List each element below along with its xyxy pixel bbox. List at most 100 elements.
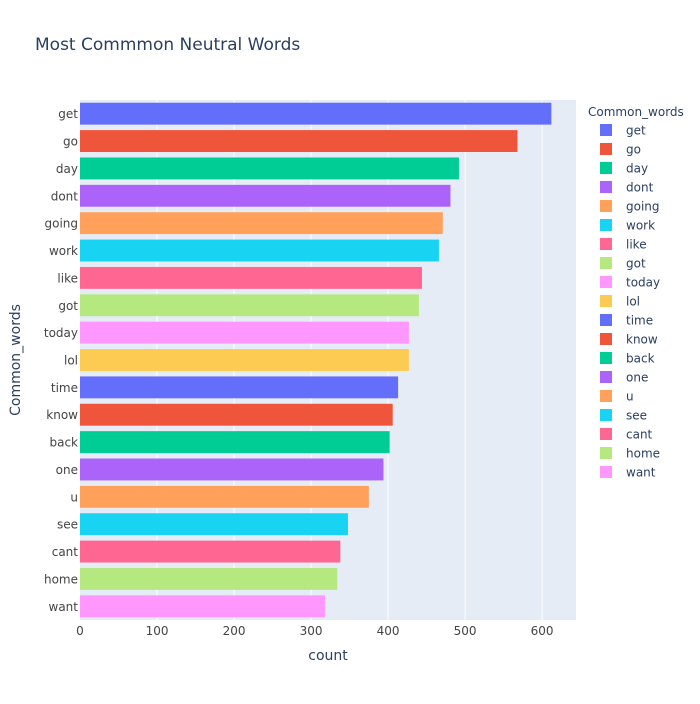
bar-go[interactable] <box>80 130 518 152</box>
legend-item-going[interactable]: going <box>600 200 660 214</box>
bar-see[interactable] <box>80 513 349 536</box>
legend-swatch <box>600 276 612 288</box>
legend-swatch <box>600 333 612 345</box>
legend-swatch <box>600 162 612 174</box>
x-tick-labels: 0 100 200 300 400 500 600 <box>76 624 553 638</box>
legend-swatch <box>600 200 612 212</box>
bar-want[interactable] <box>80 595 325 618</box>
x-tick-label: 300 <box>300 624 323 638</box>
legend-label: got <box>626 257 646 271</box>
y-axis-title: Common_words <box>8 304 24 416</box>
legend-label: see <box>626 409 647 423</box>
chart-title: Most Commmon Neutral Words <box>35 35 300 55</box>
y-tick-label: back <box>49 436 78 450</box>
y-tick-label: go <box>63 135 78 149</box>
legend-label: go <box>626 143 641 157</box>
legend-label: lol <box>626 295 640 309</box>
legend-label: work <box>626 219 655 233</box>
legend-item-like[interactable]: like <box>600 238 647 252</box>
legend-item-work[interactable]: work <box>600 219 655 233</box>
bar-going[interactable] <box>80 212 443 235</box>
legend-swatch <box>600 447 612 459</box>
legend-label: u <box>626 390 634 404</box>
legend-item-one[interactable]: one <box>600 371 648 385</box>
legend-label: cant <box>626 428 653 442</box>
bar-work[interactable] <box>80 239 439 262</box>
bar-know[interactable] <box>80 403 393 426</box>
x-axis-title: count <box>308 648 348 664</box>
legend-item-go[interactable]: go <box>600 143 641 157</box>
y-tick-label: u <box>70 490 78 504</box>
legend-swatch <box>600 428 612 440</box>
legend-label: day <box>626 162 648 176</box>
x-tick-label: 500 <box>454 624 477 638</box>
bar-one[interactable] <box>80 458 384 481</box>
legend-item-cant[interactable]: cant <box>600 428 653 442</box>
legend-item-back[interactable]: back <box>600 352 655 366</box>
legend-item-today[interactable]: today <box>600 276 660 290</box>
bar-home[interactable] <box>80 568 338 590</box>
bars[interactable] <box>80 102 552 618</box>
bar-time[interactable] <box>80 376 399 399</box>
legend-label: today <box>626 276 660 290</box>
legend-label: get <box>626 124 646 138</box>
y-tick-label: like <box>57 271 78 285</box>
legend-label: back <box>626 352 655 366</box>
legend-item-day[interactable]: day <box>600 162 648 176</box>
legend-swatch <box>600 219 612 231</box>
legend-label: home <box>626 447 660 461</box>
y-tick-label: today <box>44 326 78 340</box>
legend-item-want[interactable]: want <box>600 466 656 480</box>
legend-item-dont[interactable]: dont <box>600 181 654 195</box>
y-tick-label: know <box>46 408 78 422</box>
legend-label: know <box>626 333 658 347</box>
legend-swatch <box>600 371 612 383</box>
legend-item-u[interactable]: u <box>600 390 634 404</box>
legend-item-know[interactable]: know <box>600 333 658 347</box>
legend-label: dont <box>626 181 654 195</box>
legend-swatch <box>600 257 612 269</box>
legend-item-lol[interactable]: lol <box>600 295 640 309</box>
bar-like[interactable] <box>80 266 422 289</box>
bar-today[interactable] <box>80 321 409 344</box>
legend-swatch <box>600 352 612 364</box>
y-tick-label: lol <box>64 354 78 368</box>
bar-u[interactable] <box>80 485 369 508</box>
legend-swatch <box>600 238 612 250</box>
legend[interactable]: Common_words get go day dont going work like go… <box>588 105 684 480</box>
y-tick-label: going <box>44 217 78 231</box>
bar-got[interactable] <box>80 294 419 317</box>
y-tick-label: work <box>49 244 78 258</box>
legend-label: like <box>626 238 647 252</box>
y-tick-label: got <box>58 299 78 313</box>
legend-swatch <box>600 390 612 402</box>
bar-get[interactable] <box>80 102 552 125</box>
y-tick-label: dont <box>51 189 79 203</box>
y-tick-label: home <box>44 572 78 586</box>
x-tick-label: 600 <box>531 624 554 638</box>
legend-item-see[interactable]: see <box>600 409 647 423</box>
legend-item-got[interactable]: got <box>600 257 646 271</box>
bar-lol[interactable] <box>80 349 409 371</box>
legend-title: Common_words <box>588 105 684 119</box>
legend-item-home[interactable]: home <box>600 447 660 461</box>
legend-label: want <box>626 466 656 480</box>
legend-label: time <box>626 314 653 328</box>
legend-swatch <box>600 314 612 326</box>
bar-dont[interactable] <box>80 184 451 207</box>
legend-items[interactable]: get go day dont going work like got today lol time… <box>600 124 660 480</box>
bar-day[interactable] <box>80 157 459 180</box>
legend-item-get[interactable]: get <box>600 124 646 138</box>
legend-swatch <box>600 124 612 136</box>
legend-item-time[interactable]: time <box>600 314 653 328</box>
y-tick-label: one <box>56 463 78 477</box>
x-tick-label: 400 <box>377 624 400 638</box>
x-tick-label: 200 <box>223 624 246 638</box>
y-tick-label: get <box>58 107 78 121</box>
x-tick-label: 100 <box>146 624 169 638</box>
y-tick-label: time <box>51 381 78 395</box>
bar-cant[interactable] <box>80 540 341 563</box>
bar-back[interactable] <box>80 431 390 454</box>
